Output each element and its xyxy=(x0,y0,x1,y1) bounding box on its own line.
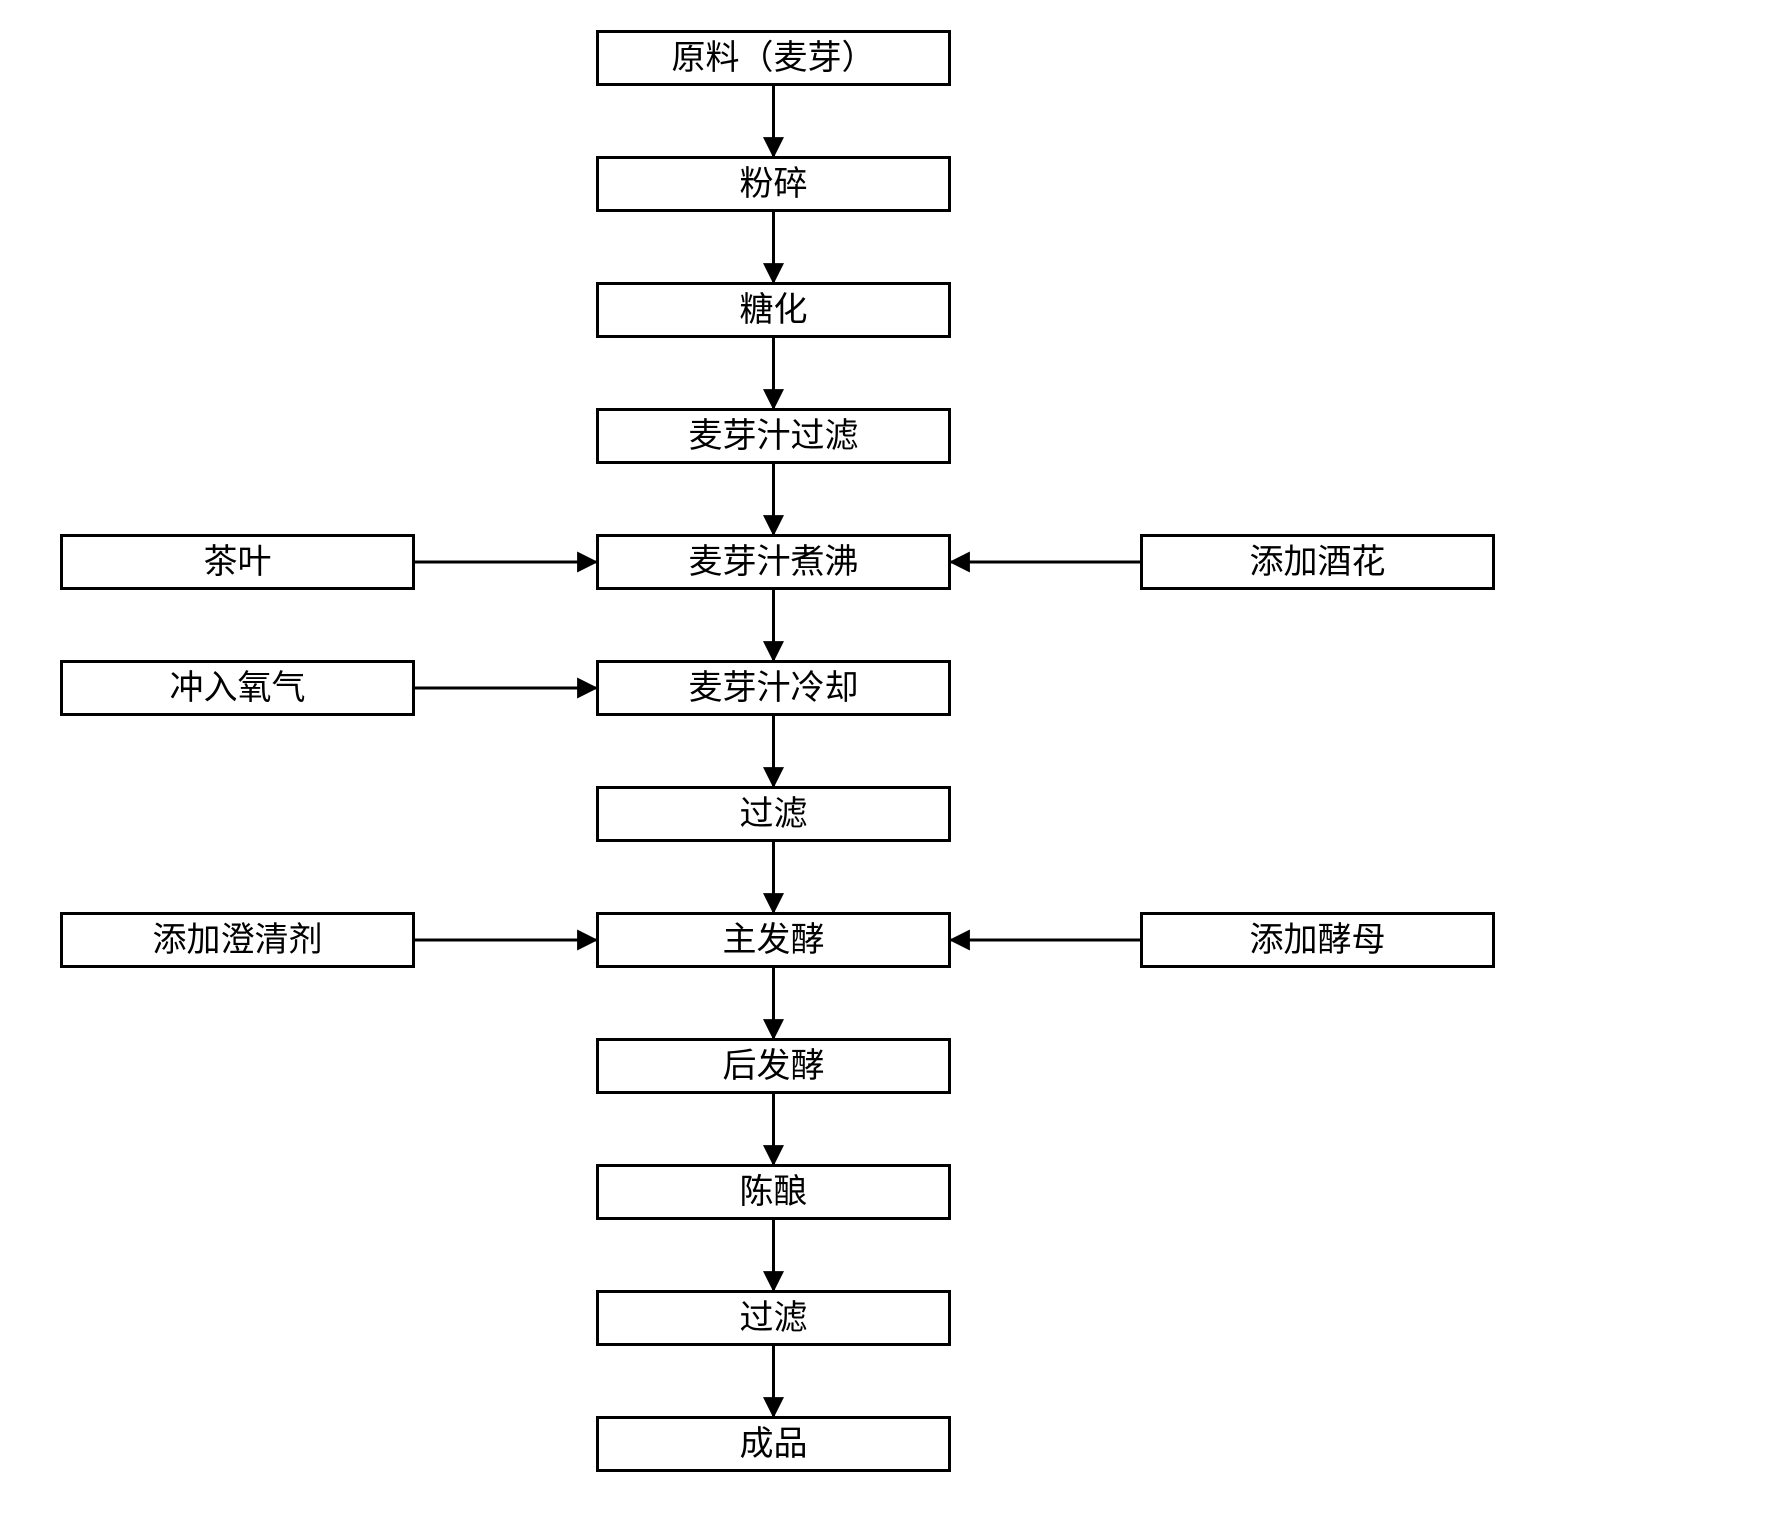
flow-node-label: 麦芽汁煮沸 xyxy=(689,545,859,579)
flow-node-label: 过滤 xyxy=(740,797,808,831)
flow-node-nR2: 添加酵母 xyxy=(1140,912,1495,968)
flow-node-n4: 麦芽汁煮沸 xyxy=(596,534,951,590)
flow-node-label: 茶叶 xyxy=(204,545,272,579)
flow-node-label: 原料（麦芽） xyxy=(672,41,876,75)
flow-node-n9: 陈酿 xyxy=(596,1164,951,1220)
flow-node-label: 粉碎 xyxy=(740,167,808,201)
flow-node-nL2: 冲入氧气 xyxy=(60,660,415,716)
flow-node-n0: 原料（麦芽） xyxy=(596,30,951,86)
flow-node-label: 添加澄清剂 xyxy=(153,923,323,957)
flow-node-n11: 成品 xyxy=(596,1416,951,1472)
flow-node-n5: 麦芽汁冷却 xyxy=(596,660,951,716)
flow-node-label: 麦芽汁冷却 xyxy=(689,671,859,705)
flow-node-label: 麦芽汁过滤 xyxy=(689,419,859,453)
flow-node-nL3: 添加澄清剂 xyxy=(60,912,415,968)
flow-node-n8: 后发酵 xyxy=(596,1038,951,1094)
flow-node-n6: 过滤 xyxy=(596,786,951,842)
flow-node-label: 成品 xyxy=(740,1427,808,1461)
flow-node-n7: 主发酵 xyxy=(596,912,951,968)
flow-node-label: 冲入氧气 xyxy=(170,671,306,705)
flow-node-n10: 过滤 xyxy=(596,1290,951,1346)
flow-node-label: 添加酵母 xyxy=(1250,923,1386,957)
flow-node-label: 后发酵 xyxy=(723,1049,825,1083)
flowchart-canvas: 原料（麦芽）粉碎糖化麦芽汁过滤麦芽汁煮沸茶叶添加酒花麦芽汁冷却冲入氧气过滤主发酵… xyxy=(0,0,1788,1525)
flow-node-label: 添加酒花 xyxy=(1250,545,1386,579)
flow-node-label: 过滤 xyxy=(740,1301,808,1335)
flow-node-label: 主发酵 xyxy=(723,923,825,957)
flow-node-n3: 麦芽汁过滤 xyxy=(596,408,951,464)
flow-node-label: 糖化 xyxy=(740,293,808,327)
flow-node-n1: 粉碎 xyxy=(596,156,951,212)
flow-node-nR1: 添加酒花 xyxy=(1140,534,1495,590)
flow-node-n2: 糖化 xyxy=(596,282,951,338)
flow-node-nL1: 茶叶 xyxy=(60,534,415,590)
flow-node-label: 陈酿 xyxy=(740,1175,808,1209)
